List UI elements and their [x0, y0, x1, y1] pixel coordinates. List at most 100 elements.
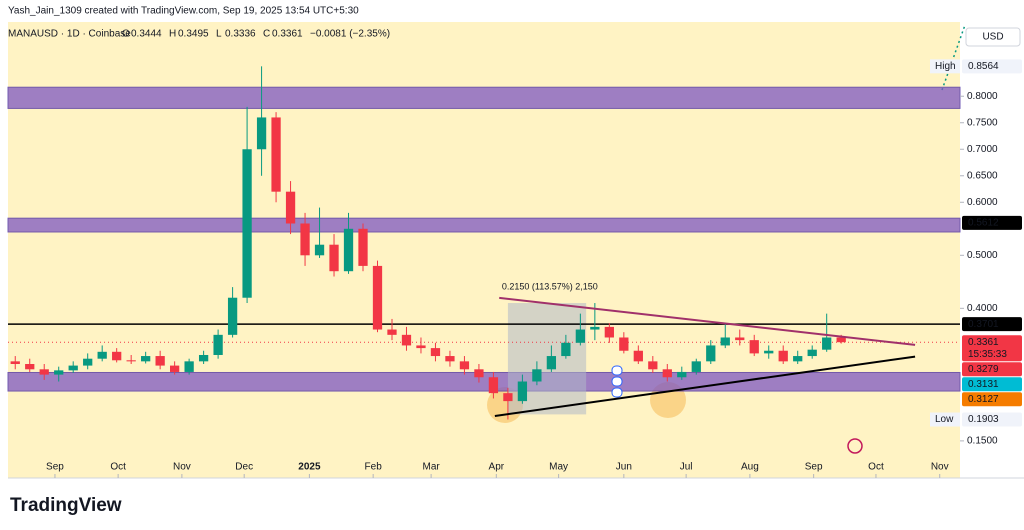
candle-body — [184, 361, 194, 372]
zone — [7, 217, 961, 233]
x-tick-label: Dec — [235, 462, 253, 473]
candle-body — [836, 337, 846, 343]
x-tick-label: Apr — [489, 462, 505, 473]
candle-body — [126, 360, 136, 362]
candle-body — [532, 369, 542, 382]
x-tick-label: Oct — [110, 462, 126, 473]
price-label-bg — [962, 362, 1022, 377]
candle-body — [474, 369, 484, 378]
x-tick-label: Aug — [741, 462, 759, 473]
candle-body — [822, 337, 832, 350]
candle-body — [213, 334, 223, 355]
candle-body — [807, 349, 817, 357]
candle-body — [141, 356, 151, 362]
ohlc: O 0.3444 H 0.3495 L 0.3336 C 0.3361 −0.0081 (−2.… — [122, 29, 390, 40]
marks: 0.2150 (113.57%) 2,150 0.1500 0.4000 0.5000… — [7, 59, 1022, 478]
candle-body — [561, 342, 571, 357]
y-tick-label: 0.6000 — [967, 197, 998, 208]
candle-body — [778, 350, 788, 362]
price-label: 0.5612 — [968, 217, 999, 228]
x-tick-label: 2025 — [298, 462, 321, 473]
candle-body — [590, 326, 600, 330]
price-tag: High — [935, 61, 956, 72]
y-tick-label: 0.8000 — [967, 91, 998, 102]
candle-body — [401, 334, 412, 346]
zone — [7, 371, 961, 392]
candle-body — [242, 149, 252, 298]
candle-body — [546, 356, 557, 370]
candle-body — [112, 351, 122, 361]
candle-body — [68, 365, 78, 371]
ohlc-label: H — [169, 29, 176, 40]
trendline — [494, 355, 916, 417]
candle-body — [198, 354, 209, 362]
candle-body — [430, 348, 441, 357]
price-tag-bg — [930, 59, 960, 74]
candle-body — [25, 364, 35, 370]
symbol: MANAUSD · 1D · Coinbase — [8, 29, 131, 40]
candle-body — [459, 361, 470, 370]
candle-body — [271, 117, 281, 192]
y-tick-label: 0.5000 — [967, 250, 998, 261]
price-label: 0.3279 — [968, 364, 999, 375]
price-label: 0.8564 — [968, 61, 999, 72]
price-label-bg — [962, 215, 1022, 230]
pills — [611, 365, 623, 398]
candle-body — [517, 381, 528, 402]
flash-icon — [847, 438, 863, 454]
candle-body — [764, 350, 774, 354]
candle-body — [691, 361, 701, 372]
candle-body — [416, 345, 426, 349]
credit: Yash_Jain_1309 created with TradingView.… — [8, 6, 359, 17]
price-label-bg — [962, 317, 1022, 332]
price-tag-bg — [930, 412, 960, 427]
ohlc-value: 0.3361 — [272, 29, 303, 40]
candle-body — [256, 117, 267, 150]
ohlc-value: 0.3444 — [131, 29, 162, 40]
ohlc-value: 0.3495 — [178, 29, 209, 40]
candle-body — [706, 345, 716, 362]
candle-body — [329, 244, 339, 272]
x-tick-label: Nov — [931, 462, 949, 473]
x-tick-label: Jun — [616, 462, 632, 473]
candle-body — [343, 228, 354, 272]
candle-body — [488, 377, 499, 394]
candle-body — [155, 356, 165, 366]
candle-body — [633, 350, 643, 362]
price-label: 0.3361 — [968, 337, 999, 348]
trendline — [499, 296, 916, 346]
candle-body — [604, 326, 614, 338]
price-label-bg — [962, 335, 1022, 362]
y-tick-label: 0.7000 — [967, 144, 998, 155]
candle-body — [720, 337, 730, 346]
candle-body — [387, 329, 397, 335]
price-tag: Low — [935, 414, 954, 425]
change: −0.0081 (−2.35%) — [310, 29, 390, 40]
candle-body — [39, 369, 49, 375]
candle-body — [83, 358, 93, 366]
ohlc-value: 0.3336 — [225, 29, 256, 40]
candle-body — [97, 351, 107, 359]
x-tick-label: Nov — [173, 462, 191, 473]
candle-body — [735, 337, 745, 341]
candle-body — [662, 369, 672, 378]
ohlc-label: O — [122, 29, 130, 40]
price-label-bg — [962, 59, 1022, 74]
x-tick-label: Jul — [680, 462, 693, 473]
candle-body — [749, 340, 759, 354]
candle-body — [445, 356, 455, 362]
zone — [7, 86, 961, 109]
x-tick-label: Oct — [868, 462, 884, 473]
x-tick-label: Mar — [422, 462, 440, 473]
brand: TradingView — [10, 495, 122, 516]
candle-body — [358, 228, 368, 266]
ohlc-label: C — [263, 29, 270, 40]
candle-body — [648, 361, 658, 370]
candle-body — [227, 297, 238, 335]
candle-body — [169, 365, 180, 372]
candle-body — [575, 329, 585, 343]
price-label: 0.3701 — [968, 319, 999, 330]
dotted-projection — [941, 24, 966, 91]
candle-body — [793, 356, 803, 362]
